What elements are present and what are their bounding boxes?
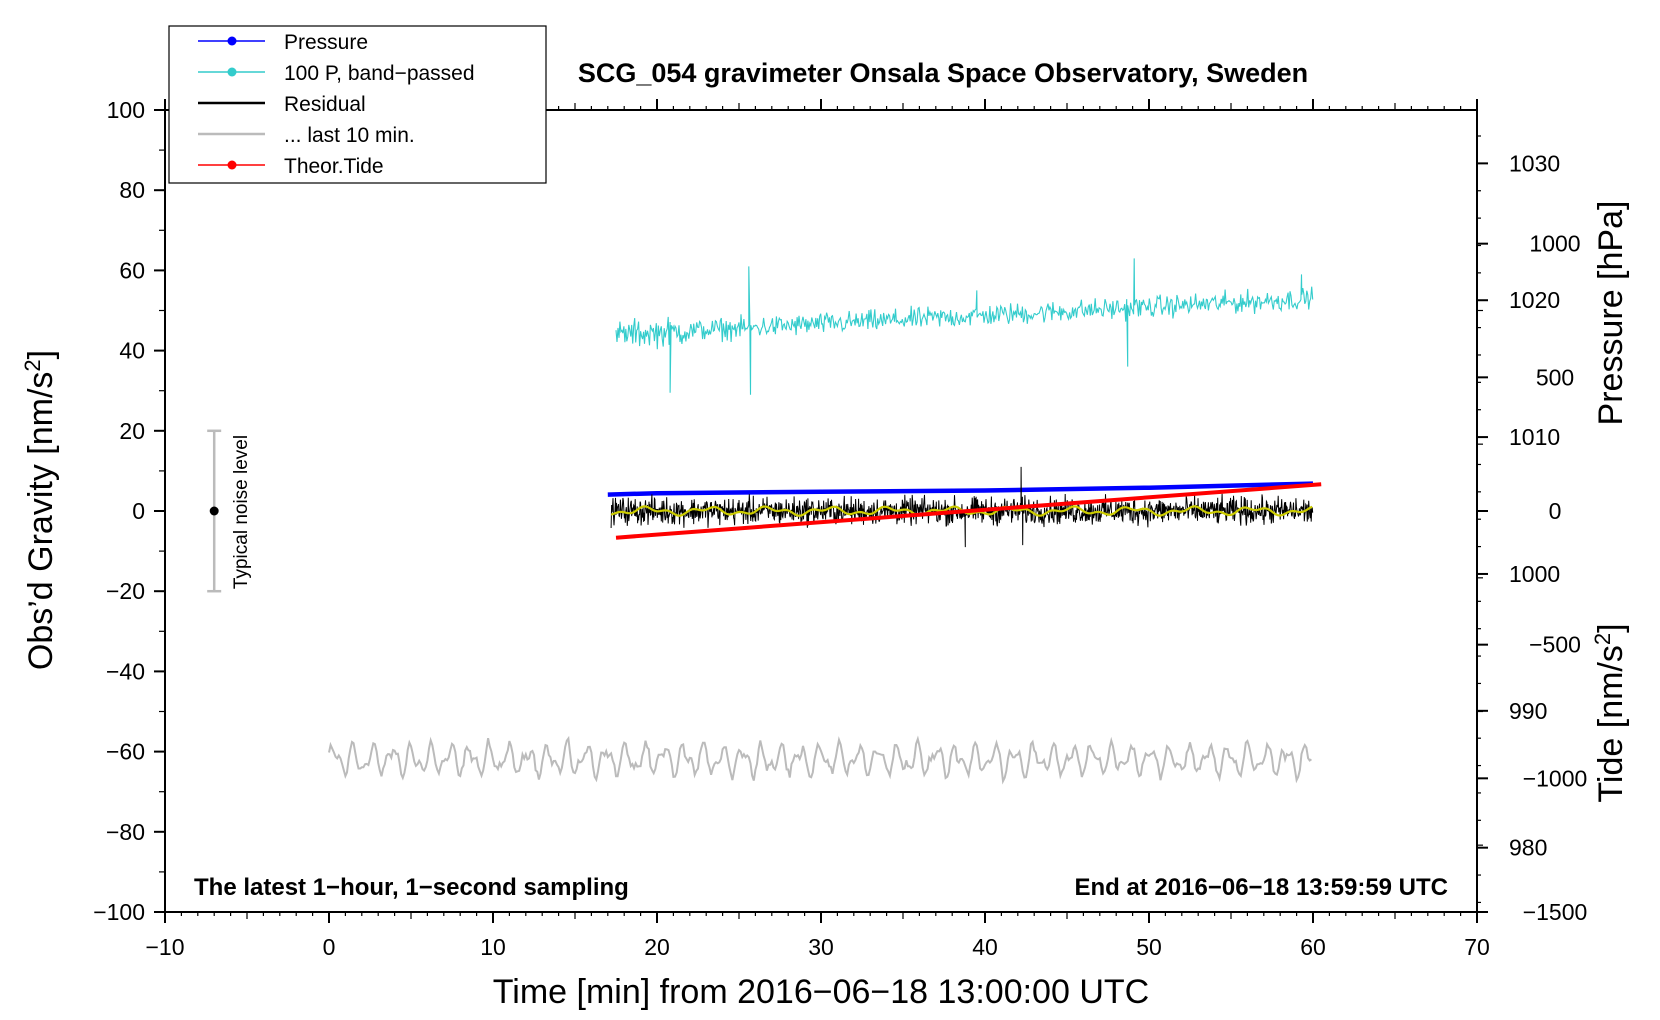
pressure-tick-label: 1020 — [1509, 287, 1560, 313]
y-left-label-end: ] — [22, 350, 60, 359]
tide-tick-label: 1000 — [1529, 231, 1580, 257]
y-left-label-main: Obs’d Gravity [nm/s — [22, 372, 60, 671]
ticks-layer: −10 0 10 20 30 40 50 60 70−100−80−60−40−20020406… — [93, 97, 1587, 960]
x-tick-label: 40 — [972, 934, 998, 960]
legend-label: Theor.Tide — [284, 155, 384, 178]
noise-bar-dot — [209, 506, 219, 516]
y-left-tick-label: −40 — [106, 658, 145, 684]
series-band-passed — [615, 258, 1314, 395]
y-axis-title-tide: Tide [nm/s2] — [1590, 623, 1631, 802]
legend-items: Pressure 100 P, band−passed Residual ... la… — [198, 31, 475, 178]
y-left-tick-label: −60 — [106, 739, 145, 765]
series-layer — [328, 258, 1322, 785]
y-tide-label-end: ] — [1592, 623, 1630, 632]
legend-box — [168, 25, 547, 184]
tide-tick-label: 500 — [1536, 364, 1574, 390]
legend-marker — [227, 67, 237, 77]
series-theor-tide — [615, 482, 1322, 540]
legend-label: Residual — [284, 93, 366, 116]
x-tick-label: −10 — [145, 934, 184, 960]
y-left-tick-label: 80 — [119, 177, 145, 203]
noise-label: Typical noise level — [231, 435, 252, 589]
y-left-tick-label: −20 — [106, 578, 145, 604]
y-left-tick-label: 20 — [119, 418, 145, 444]
noise-bar: Typical noise level — [207, 429, 252, 593]
x-tick-label: 60 — [1300, 934, 1326, 960]
x-tick-label: 0 — [323, 934, 336, 960]
tide-tick-label: 0 — [1549, 498, 1562, 524]
chart-title: SCG_054 gravimeter Onsala Space Observat… — [578, 58, 1308, 88]
series-last-10-min — [328, 735, 1312, 785]
y-axis-title-pressure: Pressure [hPa] — [1592, 201, 1630, 426]
legend-label: Pressure — [284, 31, 368, 54]
y-left-tick-label: 40 — [119, 338, 145, 364]
y-tide-label-main: Tide [nm/s — [1592, 645, 1630, 802]
legend-label: 100 P, band−passed — [284, 62, 475, 85]
y-axis-title-left: Obs’d Gravity [nm/s2] — [20, 350, 61, 670]
tide-tick-label: −1000 — [1523, 765, 1588, 791]
legend-label: ... last 10 min. — [284, 124, 415, 147]
pressure-tick-label: 990 — [1509, 698, 1547, 724]
x-tick-label: 20 — [644, 934, 670, 960]
pressure-tick-label: 1030 — [1509, 150, 1560, 176]
pressure-tick-label: 980 — [1509, 835, 1547, 861]
y-left-tick-label: 100 — [107, 97, 145, 123]
pressure-tick-label: 1000 — [1509, 561, 1560, 587]
y-left-tick-label: −80 — [106, 819, 145, 845]
pressure-tick-label: 1010 — [1509, 424, 1560, 450]
legend-marker — [227, 160, 237, 170]
y-left-tick-label: 60 — [119, 257, 145, 283]
x-tick-label: 70 — [1464, 934, 1490, 960]
note-right: End at 2016−06−18 13:59:59 UTC — [1074, 874, 1448, 901]
x-axis-title: Time [min] from 2016−06−18 13:00:00 UTC — [493, 973, 1149, 1011]
note-left: The latest 1−hour, 1−second sampling — [194, 874, 629, 901]
x-tick-label: 30 — [808, 934, 834, 960]
legend: Pressure 100 P, band−passed Residual ... la… — [168, 25, 547, 184]
legend-marker — [227, 36, 237, 46]
x-tick-label: 50 — [1136, 934, 1162, 960]
tide-tick-label: −500 — [1529, 632, 1581, 658]
series-pressure — [607, 481, 1314, 497]
tide-tick-label: −1500 — [1523, 899, 1588, 925]
x-tick-label: 10 — [480, 934, 506, 960]
y-left-tick-label: −100 — [93, 899, 145, 925]
y-tide-label-sup: 2 — [1590, 633, 1615, 645]
y-left-tick-label: 0 — [132, 498, 145, 524]
y-left-label-sup: 2 — [20, 359, 45, 371]
